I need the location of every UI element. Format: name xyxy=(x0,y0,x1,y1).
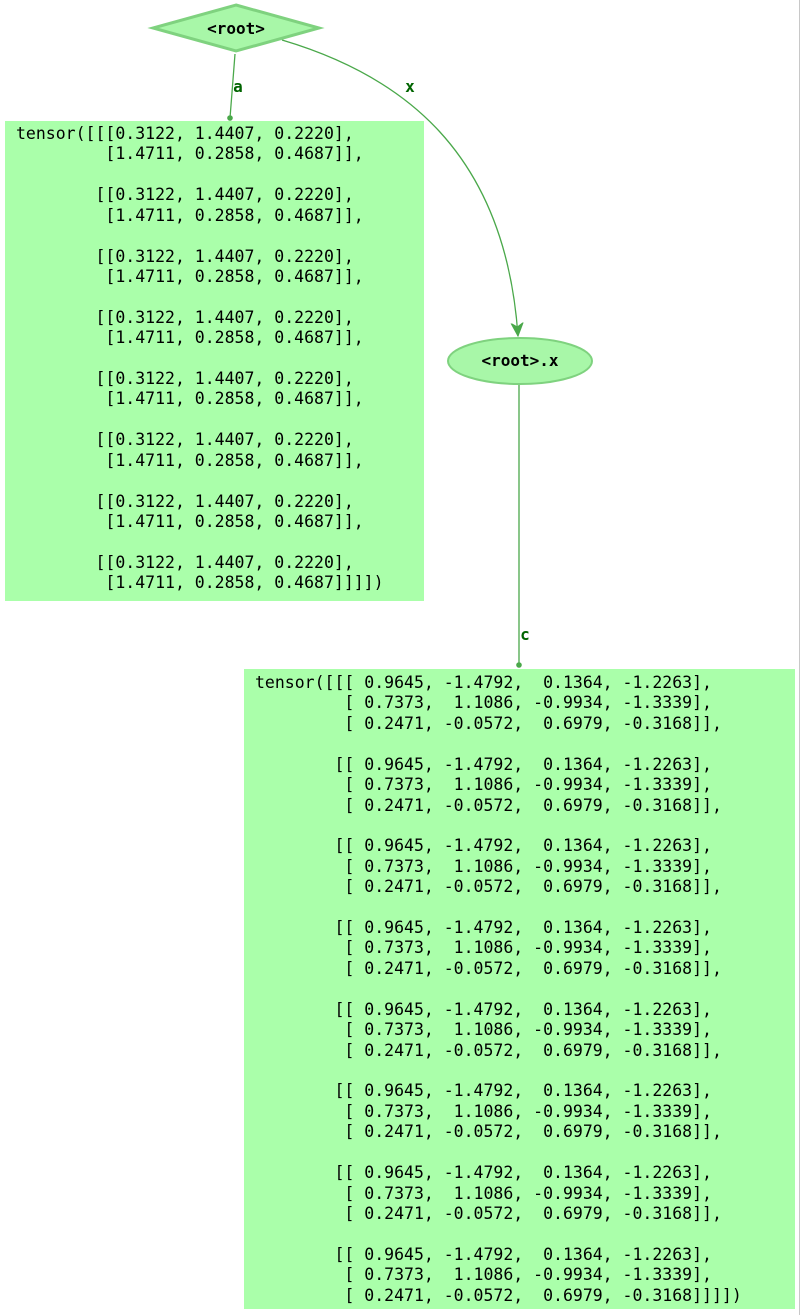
root-x-ellipse-shape xyxy=(447,337,593,385)
tensor-a-text: tensor([[[0.3122, 1.4407, 0.2220], [1.47… xyxy=(16,124,384,593)
tensor-c-box xyxy=(244,669,795,1309)
edge-a xyxy=(229,53,236,119)
root-x-node[interactable]: <root>.x xyxy=(447,337,593,385)
edge-c-label: c xyxy=(520,625,530,644)
tensor-c-text: tensor([[[ 0.9645, -1.4792, 0.1364, -1.2… xyxy=(255,673,742,1305)
tensor-a-box xyxy=(5,121,424,601)
edge-x-label: x xyxy=(405,77,415,96)
root-x-node-label: <root>.x xyxy=(481,351,558,370)
edge-a-endpoint xyxy=(227,115,233,121)
root-node-label: <root> xyxy=(207,19,265,38)
root-node[interactable]: <root> xyxy=(147,3,325,53)
edge-a-label: a xyxy=(233,77,243,96)
edge-c-endpoint xyxy=(516,662,522,668)
edge-x xyxy=(281,39,518,336)
root-diamond-shape xyxy=(147,3,325,53)
